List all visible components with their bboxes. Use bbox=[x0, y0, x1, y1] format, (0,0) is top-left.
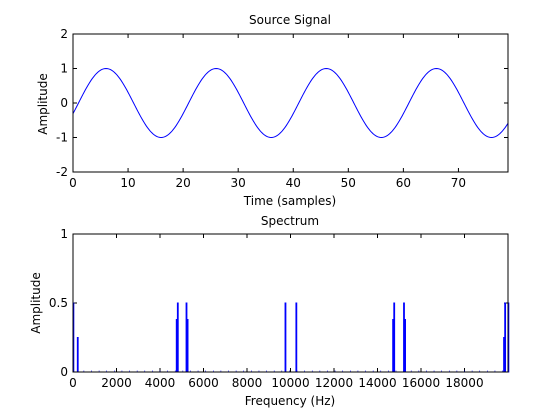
y-tick-label: 1 bbox=[60, 227, 68, 241]
x-tick-label: 10 bbox=[120, 176, 135, 190]
y-tick-label: 0 bbox=[60, 96, 68, 110]
y-tick-label: -2 bbox=[56, 165, 68, 179]
tick-labels: 0 10 20 30 40 50 60 70 -2 -1 0 1 2 bbox=[56, 27, 466, 190]
x-tick-label: 40 bbox=[286, 176, 301, 190]
x-axis-label: Time (samples) bbox=[243, 194, 336, 208]
y-axis-label: Amplitude bbox=[36, 73, 50, 135]
spectrum-plot: Spectrum 0 2000 4000 6000 8000 10000 12000 1400… bbox=[29, 214, 510, 408]
x-tick-label: 50 bbox=[341, 176, 356, 190]
y-axis-label: Amplitude bbox=[29, 272, 43, 334]
y-tick-label: 2 bbox=[60, 27, 68, 41]
plot-title: Spectrum bbox=[261, 214, 319, 228]
x-tick-label: 70 bbox=[451, 176, 466, 190]
x-axis-label: Frequency (Hz) bbox=[245, 394, 336, 408]
plot-title: Source Signal bbox=[249, 13, 331, 27]
axes-box bbox=[72, 233, 509, 373]
x-tick-label: 0 bbox=[69, 376, 77, 390]
x-tick-label: 12000 bbox=[315, 376, 353, 390]
x-tick-label: 30 bbox=[231, 176, 246, 190]
axes-box bbox=[72, 33, 509, 173]
y-tick-label: 1 bbox=[60, 62, 68, 76]
x-tick-label: 0 bbox=[69, 176, 77, 190]
y-tick-label: 0.5 bbox=[49, 296, 68, 310]
tick-marks bbox=[72, 233, 508, 373]
source-signal-plot: Source Signal 0 10 20 30 40 50 60 70 -2 -1 0 1 2 Tim… bbox=[36, 13, 509, 208]
x-tick-label: 2000 bbox=[101, 376, 132, 390]
x-tick-label: 4000 bbox=[145, 376, 176, 390]
x-tick-label: 14000 bbox=[358, 376, 396, 390]
x-tick-label: 18000 bbox=[445, 376, 483, 390]
x-tick-label: 10000 bbox=[271, 376, 309, 390]
x-tick-label: 8000 bbox=[232, 376, 263, 390]
tick-labels: 0 2000 4000 6000 8000 10000 12000 14000 16000 180… bbox=[49, 227, 484, 390]
tick-marks bbox=[72, 33, 508, 173]
y-tick-label: -1 bbox=[56, 131, 68, 145]
y-tick-label: 0 bbox=[60, 365, 68, 379]
signal-line bbox=[72, 67, 509, 139]
spectrum-line bbox=[72, 302, 510, 373]
x-tick-label: 20 bbox=[175, 176, 190, 190]
x-tick-label: 60 bbox=[396, 176, 411, 190]
x-tick-label: 16000 bbox=[402, 376, 440, 390]
x-tick-label: 6000 bbox=[188, 376, 219, 390]
